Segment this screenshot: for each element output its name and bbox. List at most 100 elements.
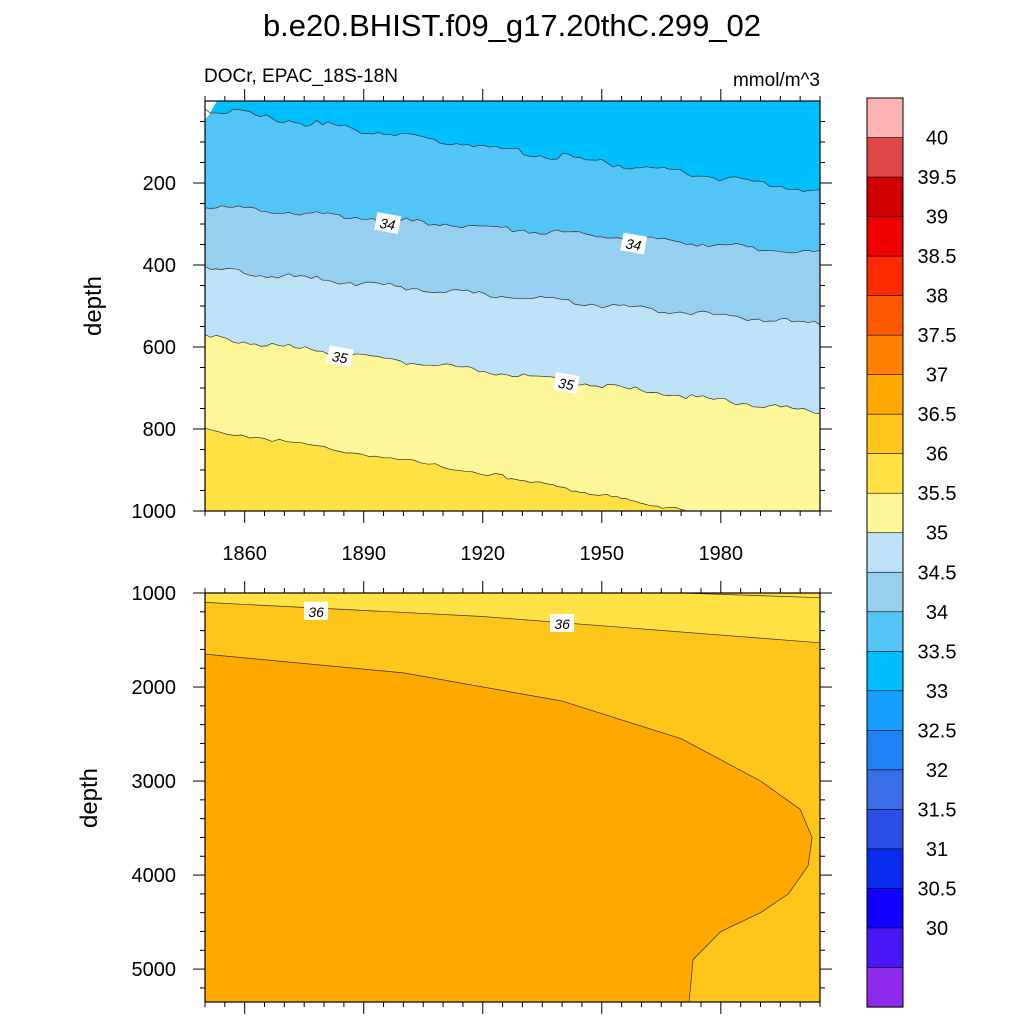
upper-contour-label-text: 34 xyxy=(378,215,396,233)
lower-contour-lines xyxy=(204,592,821,1003)
lower-contour-fills xyxy=(205,593,820,1002)
colorbar-label: 35 xyxy=(926,523,948,545)
colorbar-label: 37 xyxy=(926,365,948,387)
upper-contour-35_5-line xyxy=(204,427,686,511)
lower-y-tick-label: 1000 xyxy=(132,583,177,605)
colorbar-swatch xyxy=(866,413,904,455)
lower-contour-36_5-line xyxy=(204,653,813,1003)
upper-contour-label-text: 34 xyxy=(624,235,642,253)
upper-contour-label-bg xyxy=(552,371,580,394)
upper-y-tick-label: 1000 xyxy=(132,501,177,523)
upper-contour-label-1: 34 xyxy=(620,232,648,255)
upper-contour-34_5-line xyxy=(204,266,821,326)
lower-y-tick-label: 5000 xyxy=(132,959,177,981)
colorbar-swatch xyxy=(866,809,904,850)
upper-y-tick-label: 800 xyxy=(143,419,176,441)
lower-contour-36-line xyxy=(204,602,821,644)
upper-y-axis-label: depth xyxy=(80,276,107,336)
colorbar-swatch xyxy=(866,295,904,336)
colorbar-swatch xyxy=(866,571,904,613)
upper-panel: 34 34 35 35 1860 1890 1920 1950 1980 200 400 600 80… xyxy=(80,89,832,565)
lower-y-tick-label: 3000 xyxy=(132,771,177,793)
colorbar-label: 40 xyxy=(926,128,948,150)
colorbar-label: 33 xyxy=(926,681,948,703)
upper-top-gap xyxy=(205,101,217,119)
upper-contour-fills xyxy=(205,101,820,511)
colorbar-label: 38.5 xyxy=(918,246,957,268)
upper-contour-35-line xyxy=(204,334,821,414)
upper-y-tick-label: 200 xyxy=(143,173,176,195)
lower-contour-label-bg xyxy=(550,614,575,633)
lower-contour-label-0: 36 xyxy=(304,601,329,620)
upper-contour-label-bg xyxy=(326,345,354,368)
colorbar-label: 36 xyxy=(926,444,948,466)
colorbar-swatch xyxy=(866,97,904,139)
lower-contour-label-bg xyxy=(304,601,329,620)
colorbar-label: 30 xyxy=(926,918,948,940)
colorbar-label: 34.5 xyxy=(918,562,957,584)
upper-contour-label-bg xyxy=(620,232,648,255)
colorbar-swatch xyxy=(866,967,904,1008)
colorbar-swatch xyxy=(866,453,904,494)
upper-contour-34-line xyxy=(204,205,821,254)
lower-y-tick-label: 2000 xyxy=(132,677,177,699)
upper-plot-frame xyxy=(204,100,821,512)
upper-fill-35_5 xyxy=(205,428,686,511)
lower-contour-label-text: 36 xyxy=(308,604,324,620)
x-tick-label: 1890 xyxy=(341,543,386,565)
upper-contour-labels: 34 34 35 35 xyxy=(326,212,648,394)
lower-contour-label-text: 36 xyxy=(554,616,570,632)
upper-contour-label-2: 35 xyxy=(326,345,354,368)
lower-y-axis-label: depth xyxy=(76,768,103,828)
x-tick-label: 1980 xyxy=(699,543,744,565)
lower-contour-labels: 36 36 xyxy=(304,601,575,633)
x-tick-label: 1950 xyxy=(580,543,625,565)
colorbar-label: 32 xyxy=(926,760,948,782)
x-tick-label: 1920 xyxy=(460,543,505,565)
upper-axis-ticks: 1860 1890 1920 1950 1980 200 400 600 800 1000 xyxy=(132,89,832,565)
upper-y-tick-label: 400 xyxy=(143,255,176,277)
subtitle-right-units: mmol/m^3 xyxy=(733,70,820,91)
colorbar-label: 34 xyxy=(926,602,948,624)
colorbar-label: 37.5 xyxy=(918,325,957,347)
colorbar-label: 35.5 xyxy=(918,483,957,505)
colorbar-label: 39.5 xyxy=(918,167,957,189)
colorbar-label: 38 xyxy=(926,286,948,308)
colorbar-swatch xyxy=(866,176,904,218)
colorbar-swatch xyxy=(866,532,904,573)
colorbar-label: 30.5 xyxy=(918,878,957,900)
lower-contour-35_5-line xyxy=(681,592,821,599)
colorbar-label: 39 xyxy=(926,207,948,229)
colorbar-label: 31.5 xyxy=(918,799,957,821)
upper-contour-label-text: 35 xyxy=(331,348,349,366)
upper-contour-label-bg xyxy=(374,212,402,234)
colorbar-swatch xyxy=(866,216,904,257)
colorbar-swatch xyxy=(866,650,904,692)
colorbar-swatch xyxy=(866,730,904,771)
colorbar-label: 36.5 xyxy=(918,404,957,426)
lower-contour-label-1: 36 xyxy=(550,614,575,633)
colorbar-swatch xyxy=(866,769,904,810)
colorbar-swatch xyxy=(866,492,904,534)
colorbar-swatch xyxy=(866,690,904,731)
colorbar-label: 33.5 xyxy=(918,641,957,663)
upper-contour-label-3: 35 xyxy=(552,371,580,394)
lower-axis-ticks: 1000 2000 3000 4000 5000 xyxy=(132,581,832,1014)
colorbar-swatch xyxy=(866,927,904,969)
upper-contour-lines xyxy=(204,108,821,511)
colorbar-label: 32.5 xyxy=(918,720,957,742)
lower-fill-36_5 xyxy=(205,654,813,1002)
colorbar-swatch xyxy=(866,611,904,652)
colorbar-swatch xyxy=(866,888,904,929)
upper-contour-label-0: 34 xyxy=(374,212,402,234)
lower-plot-frame xyxy=(204,592,821,1003)
subtitle-left: DOCr, EPAC_18S-18N xyxy=(204,66,398,87)
colorbar-swatch xyxy=(866,255,904,297)
colorbar-frame xyxy=(866,97,904,1008)
x-tick-label: 1860 xyxy=(222,543,267,565)
colorbar-swatch xyxy=(866,374,904,415)
upper-contour-33_5-line xyxy=(204,108,821,192)
colorbar-label: 31 xyxy=(926,839,948,861)
colorbar: 40 39.5 39 38.5 38 37.5 37 36.5 36 35.5 35 34.5 34 33… xyxy=(866,97,957,1008)
